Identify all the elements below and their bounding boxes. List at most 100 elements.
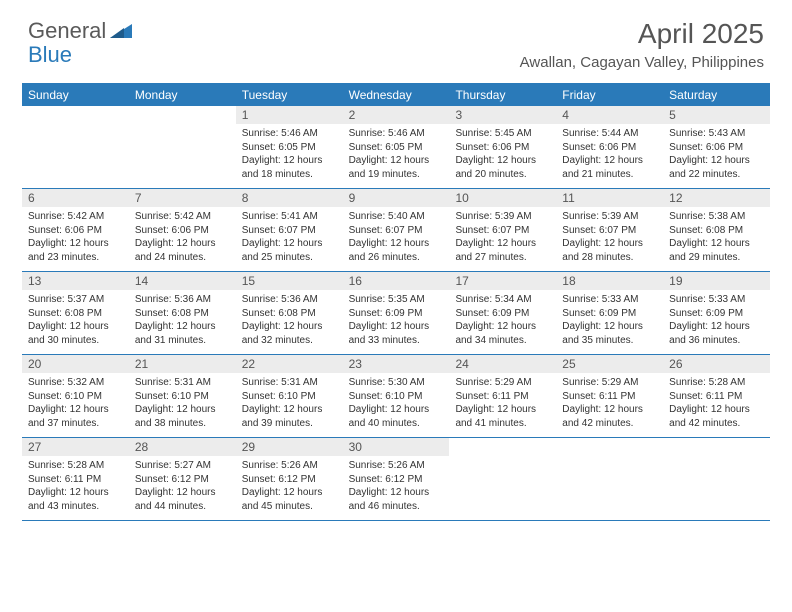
- daylight-text: Daylight: 12 hours and 20 minutes.: [455, 154, 550, 181]
- sunrise-text: Sunrise: 5:30 AM: [349, 376, 444, 390]
- sunrise-text: Sunrise: 5:37 AM: [28, 293, 123, 307]
- day-cell: 23Sunrise: 5:30 AMSunset: 6:10 PMDayligh…: [343, 355, 450, 437]
- daylight-text: Daylight: 12 hours and 36 minutes.: [669, 320, 764, 347]
- daylight-text: Daylight: 12 hours and 22 minutes.: [669, 154, 764, 181]
- sunrise-text: Sunrise: 5:27 AM: [135, 459, 230, 473]
- daylight-text: Daylight: 12 hours and 32 minutes.: [242, 320, 337, 347]
- sunrise-text: Sunrise: 5:39 AM: [455, 210, 550, 224]
- day-number: 1: [236, 106, 343, 124]
- day-body: Sunrise: 5:28 AMSunset: 6:11 PMDaylight:…: [22, 456, 129, 517]
- week-row: ..1Sunrise: 5:46 AMSunset: 6:05 PMDaylig…: [22, 106, 770, 189]
- daylight-text: Daylight: 12 hours and 45 minutes.: [242, 486, 337, 513]
- sunrise-text: Sunrise: 5:35 AM: [349, 293, 444, 307]
- dow-thursday: Thursday: [449, 84, 556, 106]
- daylight-text: Daylight: 12 hours and 40 minutes.: [349, 403, 444, 430]
- day-number: 6: [22, 189, 129, 207]
- sunset-text: Sunset: 6:05 PM: [349, 141, 444, 155]
- logo: General: [28, 18, 132, 44]
- day-number: 24: [449, 355, 556, 373]
- day-number: 12: [663, 189, 770, 207]
- day-number: 3: [449, 106, 556, 124]
- sunset-text: Sunset: 6:10 PM: [135, 390, 230, 404]
- day-body: Sunrise: 5:42 AMSunset: 6:06 PMDaylight:…: [22, 207, 129, 268]
- daylight-text: Daylight: 12 hours and 44 minutes.: [135, 486, 230, 513]
- day-body: Sunrise: 5:29 AMSunset: 6:11 PMDaylight:…: [449, 373, 556, 434]
- daylight-text: Daylight: 12 hours and 42 minutes.: [562, 403, 657, 430]
- day-body: Sunrise: 5:26 AMSunset: 6:12 PMDaylight:…: [343, 456, 450, 517]
- sunset-text: Sunset: 6:08 PM: [242, 307, 337, 321]
- day-body: Sunrise: 5:29 AMSunset: 6:11 PMDaylight:…: [556, 373, 663, 434]
- day-cell: 30Sunrise: 5:26 AMSunset: 6:12 PMDayligh…: [343, 438, 450, 520]
- day-number: 4: [556, 106, 663, 124]
- day-body: Sunrise: 5:44 AMSunset: 6:06 PMDaylight:…: [556, 124, 663, 185]
- sunrise-text: Sunrise: 5:31 AM: [135, 376, 230, 390]
- day-number: 25: [556, 355, 663, 373]
- title-block: April 2025 Awallan, Cagayan Valley, Phil…: [520, 18, 764, 71]
- week-row: 6Sunrise: 5:42 AMSunset: 6:06 PMDaylight…: [22, 189, 770, 272]
- daylight-text: Daylight: 12 hours and 41 minutes.: [455, 403, 550, 430]
- day-cell: 17Sunrise: 5:34 AMSunset: 6:09 PMDayligh…: [449, 272, 556, 354]
- day-cell: 12Sunrise: 5:38 AMSunset: 6:08 PMDayligh…: [663, 189, 770, 271]
- day-cell: 5Sunrise: 5:43 AMSunset: 6:06 PMDaylight…: [663, 106, 770, 188]
- day-body: Sunrise: 5:39 AMSunset: 6:07 PMDaylight:…: [556, 207, 663, 268]
- day-number: 17: [449, 272, 556, 290]
- day-cell: .: [129, 106, 236, 188]
- sunset-text: Sunset: 6:12 PM: [349, 473, 444, 487]
- sunrise-text: Sunrise: 5:46 AM: [349, 127, 444, 141]
- day-body: Sunrise: 5:32 AMSunset: 6:10 PMDaylight:…: [22, 373, 129, 434]
- day-cell: 2Sunrise: 5:46 AMSunset: 6:05 PMDaylight…: [343, 106, 450, 188]
- day-body: Sunrise: 5:38 AMSunset: 6:08 PMDaylight:…: [663, 207, 770, 268]
- day-body: Sunrise: 5:46 AMSunset: 6:05 PMDaylight:…: [236, 124, 343, 185]
- daylight-text: Daylight: 12 hours and 27 minutes.: [455, 237, 550, 264]
- day-number: 28: [129, 438, 236, 456]
- day-number: 21: [129, 355, 236, 373]
- sunset-text: Sunset: 6:11 PM: [562, 390, 657, 404]
- dow-friday: Friday: [556, 84, 663, 106]
- daylight-text: Daylight: 12 hours and 21 minutes.: [562, 154, 657, 181]
- day-body: Sunrise: 5:34 AMSunset: 6:09 PMDaylight:…: [449, 290, 556, 351]
- sunrise-text: Sunrise: 5:44 AM: [562, 127, 657, 141]
- sunset-text: Sunset: 6:08 PM: [28, 307, 123, 321]
- day-body: Sunrise: 5:35 AMSunset: 6:09 PMDaylight:…: [343, 290, 450, 351]
- sunrise-text: Sunrise: 5:28 AM: [669, 376, 764, 390]
- sunrise-text: Sunrise: 5:40 AM: [349, 210, 444, 224]
- day-number: 23: [343, 355, 450, 373]
- day-body: Sunrise: 5:37 AMSunset: 6:08 PMDaylight:…: [22, 290, 129, 351]
- week-row: 27Sunrise: 5:28 AMSunset: 6:11 PMDayligh…: [22, 438, 770, 521]
- daylight-text: Daylight: 12 hours and 30 minutes.: [28, 320, 123, 347]
- week-row: 13Sunrise: 5:37 AMSunset: 6:08 PMDayligh…: [22, 272, 770, 355]
- day-number: 15: [236, 272, 343, 290]
- sunset-text: Sunset: 6:06 PM: [562, 141, 657, 155]
- day-body: Sunrise: 5:31 AMSunset: 6:10 PMDaylight:…: [236, 373, 343, 434]
- daylight-text: Daylight: 12 hours and 24 minutes.: [135, 237, 230, 264]
- sunrise-text: Sunrise: 5:34 AM: [455, 293, 550, 307]
- sunset-text: Sunset: 6:06 PM: [669, 141, 764, 155]
- weeks-container: ..1Sunrise: 5:46 AMSunset: 6:05 PMDaylig…: [22, 106, 770, 521]
- sunrise-text: Sunrise: 5:43 AM: [669, 127, 764, 141]
- sunset-text: Sunset: 6:11 PM: [669, 390, 764, 404]
- day-cell: 21Sunrise: 5:31 AMSunset: 6:10 PMDayligh…: [129, 355, 236, 437]
- day-body: Sunrise: 5:36 AMSunset: 6:08 PMDaylight:…: [129, 290, 236, 351]
- daylight-text: Daylight: 12 hours and 34 minutes.: [455, 320, 550, 347]
- day-cell: 8Sunrise: 5:41 AMSunset: 6:07 PMDaylight…: [236, 189, 343, 271]
- sunrise-text: Sunrise: 5:31 AM: [242, 376, 337, 390]
- sunset-text: Sunset: 6:09 PM: [669, 307, 764, 321]
- day-body: Sunrise: 5:27 AMSunset: 6:12 PMDaylight:…: [129, 456, 236, 517]
- sunset-text: Sunset: 6:08 PM: [135, 307, 230, 321]
- day-cell: 13Sunrise: 5:37 AMSunset: 6:08 PMDayligh…: [22, 272, 129, 354]
- sunset-text: Sunset: 6:07 PM: [242, 224, 337, 238]
- day-cell: 19Sunrise: 5:33 AMSunset: 6:09 PMDayligh…: [663, 272, 770, 354]
- day-number: 7: [129, 189, 236, 207]
- logo-triangle-icon: [110, 18, 132, 44]
- sunset-text: Sunset: 6:08 PM: [669, 224, 764, 238]
- sunset-text: Sunset: 6:07 PM: [562, 224, 657, 238]
- day-cell: 1Sunrise: 5:46 AMSunset: 6:05 PMDaylight…: [236, 106, 343, 188]
- daylight-text: Daylight: 12 hours and 25 minutes.: [242, 237, 337, 264]
- daylight-text: Daylight: 12 hours and 46 minutes.: [349, 486, 444, 513]
- sunrise-text: Sunrise: 5:26 AM: [349, 459, 444, 473]
- sunset-text: Sunset: 6:10 PM: [242, 390, 337, 404]
- sunrise-text: Sunrise: 5:28 AM: [28, 459, 123, 473]
- sunrise-text: Sunrise: 5:36 AM: [242, 293, 337, 307]
- location-label: Awallan, Cagayan Valley, Philippines: [520, 54, 764, 71]
- day-body: Sunrise: 5:33 AMSunset: 6:09 PMDaylight:…: [663, 290, 770, 351]
